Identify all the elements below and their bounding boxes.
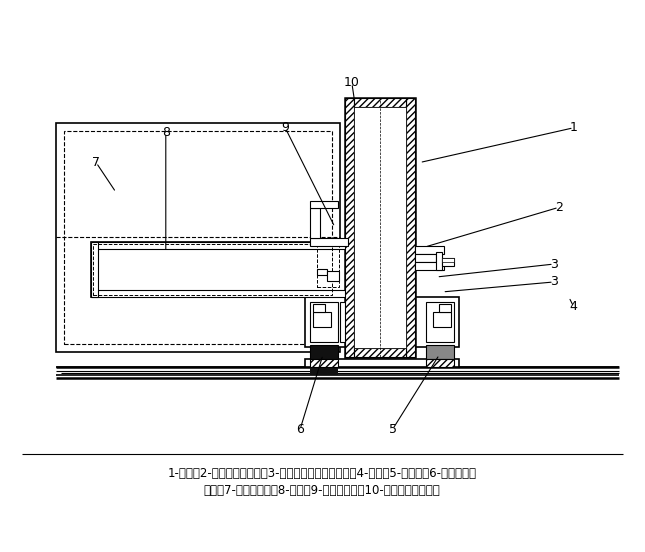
Text: 1-立柱；2-聚乙烯泡沫压条；3-铝合金固定玻璃连接件；4-玻璃；5-密封胶；6-结构胶、耐: 1-立柱；2-聚乙烯泡沫压条；3-铝合金固定玻璃连接件；4-玻璃；5-密封胶；6… — [168, 466, 477, 480]
Text: 6: 6 — [296, 423, 304, 436]
Bar — [426, 359, 454, 367]
Text: 3: 3 — [550, 275, 558, 289]
Bar — [310, 367, 338, 374]
Bar — [345, 98, 415, 357]
Bar — [354, 107, 406, 348]
Bar — [91, 242, 98, 297]
Bar — [415, 246, 444, 254]
Bar — [305, 297, 459, 347]
Bar — [354, 98, 406, 107]
Text: 8: 8 — [162, 126, 170, 139]
Bar — [415, 262, 444, 270]
Bar — [310, 359, 338, 367]
Bar — [310, 302, 338, 342]
Bar — [442, 258, 454, 262]
Text: 10: 10 — [344, 77, 360, 89]
Text: 2: 2 — [555, 201, 562, 214]
Text: 9: 9 — [281, 121, 289, 134]
Bar — [426, 302, 454, 342]
Bar — [348, 302, 360, 342]
Bar — [433, 312, 452, 327]
Bar — [442, 258, 454, 266]
Bar — [310, 208, 320, 238]
Bar — [91, 242, 355, 249]
Bar — [313, 304, 325, 312]
Bar — [439, 304, 451, 312]
Bar — [91, 290, 355, 297]
Bar — [317, 269, 327, 275]
Bar — [426, 344, 454, 359]
Text: 5: 5 — [389, 423, 397, 436]
Bar — [415, 254, 437, 262]
Bar — [340, 302, 352, 342]
Bar — [345, 98, 354, 357]
Bar — [437, 252, 442, 270]
Bar — [64, 131, 332, 344]
Bar — [313, 312, 331, 327]
Bar — [327, 271, 339, 281]
Bar — [310, 201, 338, 208]
Bar — [406, 98, 415, 357]
Text: 7: 7 — [92, 156, 100, 169]
Text: 3: 3 — [550, 258, 558, 270]
Bar — [354, 348, 406, 357]
Bar — [317, 246, 339, 287]
Bar — [93, 244, 332, 295]
Bar — [310, 238, 348, 246]
Bar — [56, 123, 340, 352]
Bar — [310, 344, 338, 359]
Text: 1: 1 — [570, 121, 578, 134]
Text: 4: 4 — [570, 300, 578, 314]
Bar — [91, 242, 355, 297]
Bar — [305, 359, 459, 367]
Text: 候胶；7-聚乙烯泡沫；8-横梁；9-螺栓、垫圈；10-横梁与立柱连接件: 候胶；7-聚乙烯泡沫；8-横梁；9-螺栓、垫圈；10-横梁与立柱连接件 — [204, 485, 441, 497]
